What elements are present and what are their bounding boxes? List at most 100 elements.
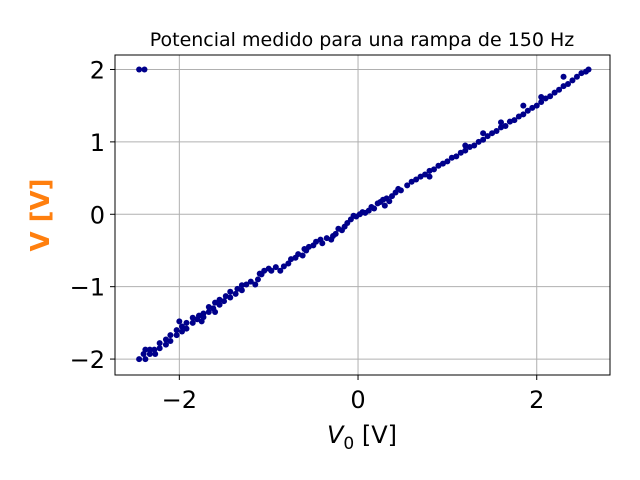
data-point [538, 93, 545, 100]
data-point [457, 149, 464, 156]
data-point [430, 166, 437, 173]
x-axis-label-unit: [V] [354, 421, 397, 449]
data-point [198, 318, 205, 325]
data-point [413, 176, 420, 183]
data-point [238, 287, 245, 294]
data-point [247, 278, 254, 285]
data-point [216, 301, 223, 308]
x-axis-label: V0 [V] [327, 421, 397, 454]
data-point [256, 270, 263, 277]
data-point [475, 138, 482, 145]
data-point [301, 246, 308, 253]
data-point [152, 351, 159, 358]
data-point [136, 356, 143, 363]
data-point [176, 318, 183, 325]
y-tick-label: 1 [90, 129, 105, 157]
y-tick-label: 2 [90, 56, 105, 84]
data-point [551, 89, 558, 96]
data-point [386, 198, 393, 205]
data-point [252, 281, 259, 288]
data-point [502, 122, 509, 129]
axis-ticks: −2 0 2 −2 −1 0 1 2 [70, 56, 545, 414]
data-point [136, 66, 143, 73]
y-tick-label: 0 [90, 201, 105, 229]
data-point [556, 86, 563, 93]
data-point [426, 173, 433, 180]
data-point [520, 111, 527, 118]
data-point [417, 173, 424, 180]
data-point [529, 104, 536, 111]
x-axis-label-subscript: 0 [343, 434, 354, 454]
data-point [261, 267, 268, 274]
data-point [183, 325, 190, 332]
data-point [569, 77, 576, 84]
data-point [480, 130, 487, 137]
data-point [254, 276, 261, 283]
data-point [243, 281, 250, 288]
data-point [141, 66, 148, 73]
data-point [489, 130, 496, 137]
data-point [212, 299, 219, 306]
data-point [462, 147, 469, 154]
data-point [142, 346, 149, 353]
plot-frame [114, 54, 611, 376]
data-point [183, 319, 190, 326]
data-point [484, 133, 491, 140]
data-point [173, 332, 180, 339]
data-point [238, 282, 245, 289]
data-point [515, 113, 522, 120]
data-point [371, 205, 378, 212]
data-point [565, 80, 572, 87]
data-point [189, 319, 196, 326]
data-point [435, 162, 442, 169]
data-point [560, 83, 567, 90]
data-point [142, 356, 149, 363]
data-point [146, 346, 153, 353]
data-point [538, 99, 545, 106]
data-point [533, 102, 540, 109]
data-point [404, 182, 411, 189]
x-tick-label: 0 [350, 386, 365, 414]
data-point [444, 158, 451, 165]
data-point [227, 294, 234, 301]
data-point [408, 178, 415, 185]
data-point [167, 337, 174, 344]
data-point [332, 230, 339, 237]
x-tick-label: 2 [529, 386, 544, 414]
data-point [520, 102, 527, 109]
data-point [422, 171, 429, 178]
y-tick-label: −1 [70, 274, 105, 302]
y-axis-label: V [V] [26, 178, 56, 251]
data-point [173, 327, 180, 334]
data-point [179, 323, 186, 330]
data-point [585, 66, 592, 73]
y-tick-label: −2 [70, 346, 105, 374]
data-point [313, 238, 320, 245]
data-point [221, 298, 228, 305]
data-point [212, 309, 219, 316]
data-point [146, 351, 153, 358]
chart-title: Potencial medido para una rampa de 150 H… [150, 29, 575, 51]
data-point [299, 252, 306, 259]
data-point [268, 267, 275, 274]
data-point [397, 187, 404, 194]
data-point [381, 202, 388, 209]
data-point [227, 288, 234, 295]
data-point [493, 128, 500, 135]
data-point [453, 153, 460, 160]
data-point [480, 136, 487, 143]
data-point [205, 309, 212, 316]
data-point [167, 332, 174, 339]
data-point [179, 328, 186, 335]
data-point [471, 142, 478, 149]
data-point [560, 73, 567, 80]
data-point [200, 310, 207, 317]
data-point [285, 260, 292, 267]
data-point [156, 340, 163, 347]
data-point [162, 341, 169, 348]
data-point [547, 93, 554, 100]
data-point [319, 240, 326, 247]
data-point [272, 264, 279, 271]
data-point [524, 107, 531, 114]
